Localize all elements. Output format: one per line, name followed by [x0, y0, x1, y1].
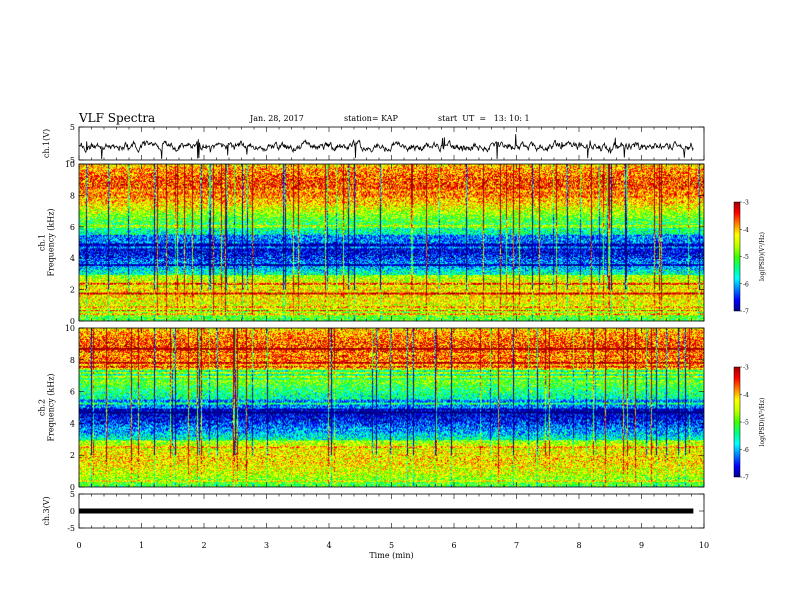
colorbar-tick-label: -4	[743, 227, 749, 234]
x-tick-label: 2	[201, 541, 206, 550]
colorbar-tick-label: -3	[743, 200, 749, 207]
x-axis-label: Time (min)	[369, 551, 413, 560]
y-tick-label: 2	[70, 286, 75, 295]
y-tick-label: 4	[70, 254, 75, 263]
y-axis-label: Frequency (kHz)	[47, 373, 56, 441]
y-tick-label: 5	[70, 490, 75, 499]
colorbar-tick-label: -5	[743, 254, 749, 261]
colorbar-tick-label: -4	[743, 392, 749, 399]
x-tick-label: 8	[576, 541, 581, 550]
y-tick-label: 8	[70, 356, 75, 365]
y-tick-label: -5	[67, 524, 75, 533]
y-tick-label: 6	[70, 223, 75, 232]
y-tick-label: 0	[70, 317, 75, 326]
y-tick-label: 10	[65, 324, 75, 333]
y-tick-label: 0	[70, 507, 75, 516]
y-tick-label: 10	[65, 160, 75, 169]
y-tick-label: -5	[67, 156, 75, 165]
y-tick-label: 8	[70, 191, 75, 200]
y-tick-label: 2	[70, 451, 75, 460]
start-time-label: start UT = 13: 10: 1	[438, 114, 530, 123]
x-tick-label: 4	[326, 541, 331, 550]
colorbar-tick-label: -6	[743, 447, 749, 454]
y-axis-label: ch.1	[38, 234, 47, 251]
x-tick-label: 6	[451, 541, 456, 550]
colorbar-tick-label: -3	[743, 365, 749, 372]
x-tick-label: 9	[639, 541, 644, 550]
colorbar-tick-label: -7	[743, 475, 749, 482]
spectrogram-ch2	[79, 328, 704, 487]
x-tick-label: 7	[514, 541, 519, 550]
y-axis-label: ch.3(V)	[42, 496, 51, 525]
colorbar-ch2	[733, 366, 741, 478]
ch1-waveform-trace	[79, 134, 694, 160]
colorbar-ch1	[733, 201, 741, 312]
y-tick-label: 5	[70, 123, 75, 132]
y-axis-label: Frequency (kHz)	[47, 208, 56, 276]
colorbar-tick-label: -6	[743, 281, 749, 288]
colorbar-tick-label: -5	[743, 420, 749, 427]
date-label: Jan. 28, 2017	[250, 114, 304, 123]
colorbar-label: log(PSD)(V²/Hz)	[759, 398, 766, 447]
x-tick-label: 3	[264, 541, 269, 550]
y-tick-label: 4	[70, 419, 75, 428]
y-axis-label: ch.2	[38, 399, 47, 416]
station-label: station= KAP	[344, 114, 398, 123]
x-tick-label: 0	[76, 541, 81, 550]
x-tick-label: 10	[699, 541, 709, 550]
spectrogram-ch1	[79, 164, 704, 321]
y-tick-label: 6	[70, 388, 75, 397]
colorbar-label: log(PSD)(V²/Hz)	[759, 232, 766, 281]
y-tick-label: 0	[70, 483, 75, 492]
y-axis-label: ch.1(V)	[42, 129, 51, 158]
figure-title: VLF Spectra	[79, 111, 156, 125]
x-tick-label: 1	[139, 541, 144, 550]
colorbar-tick-label: -7	[743, 309, 749, 316]
x-tick-label: 5	[389, 541, 394, 550]
